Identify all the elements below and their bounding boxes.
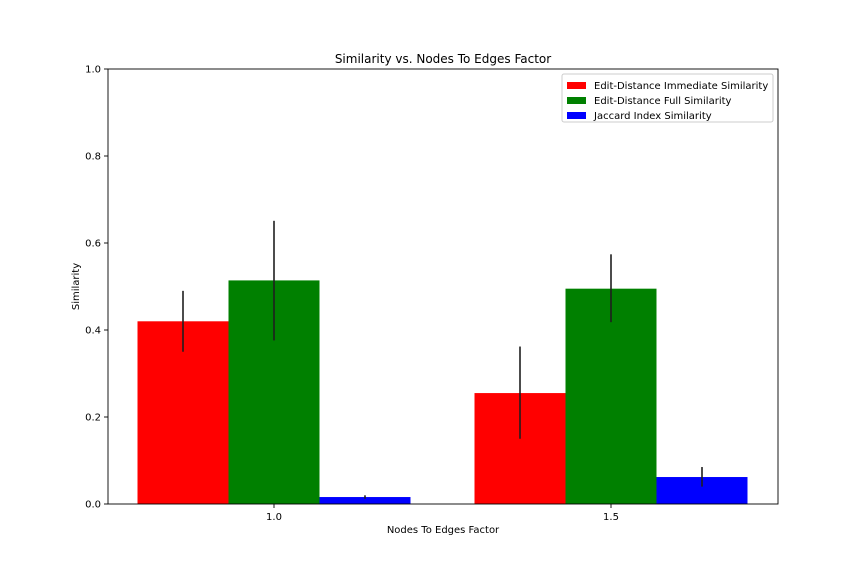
y-tick-label: 0.4 [85, 326, 101, 337]
legend: Edit-Distance Immediate Similarity Edit-D… [562, 74, 773, 122]
x-tick-label: 1.0 [266, 512, 282, 523]
legend-label: Edit-Distance Full Similarity [594, 96, 732, 107]
y-tick-label: 0.8 [85, 152, 101, 163]
y-tick-label: 0.0 [85, 500, 101, 511]
y-tick-label: 0.6 [85, 239, 101, 250]
legend-label: Edit-Distance Immediate Similarity [594, 81, 768, 92]
legend-swatch [567, 97, 586, 104]
legend-swatch [567, 112, 586, 119]
y-tick-label: 1.0 [85, 65, 101, 76]
y-axis-label: Similarity [71, 263, 82, 310]
legend-label: Jaccard Index Similarity [593, 111, 712, 122]
y-tick-label: 0.2 [85, 413, 101, 424]
chart-title: Similarity vs. Nodes To Edges Factor [335, 52, 551, 66]
x-axis-label: Nodes To Edges Factor [387, 525, 500, 536]
plot-area: 0.0 0.2 0.4 0.6 0.8 1.0 1.0 1.5 [85, 65, 778, 524]
x-tick-label: 1.5 [603, 512, 619, 523]
legend-swatch [567, 82, 586, 89]
